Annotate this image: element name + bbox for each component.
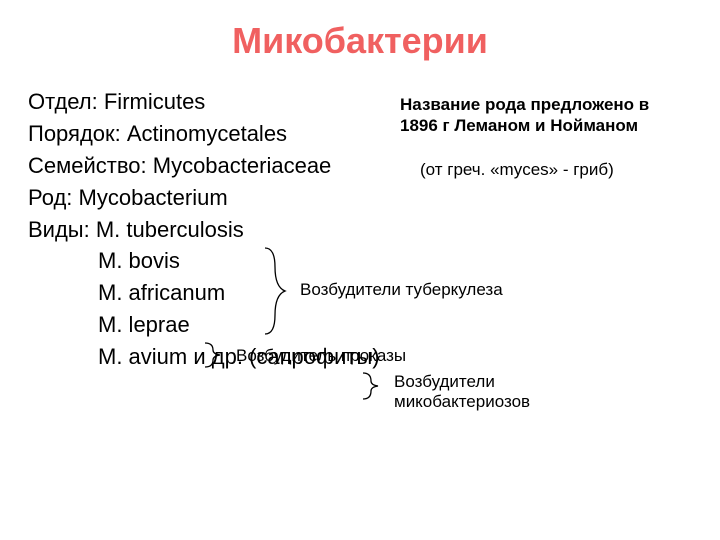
- annotation-leprosy: Возбудитель проказы: [236, 346, 406, 366]
- note-etymology: (от греч. «myces» - гриб): [420, 160, 614, 180]
- annotation-myco: Возбудители микобактериозов: [394, 372, 554, 411]
- species-bovis: M. bovis: [28, 245, 720, 277]
- taxonomy-species-first: Виды: M. tuberculosis: [28, 214, 720, 246]
- annotation-tb: Возбудители туберкулеза: [300, 280, 503, 300]
- brace-myco-icon: [358, 370, 390, 402]
- species-leprae: M. leprae: [28, 309, 720, 341]
- taxonomy-family: Семейство: Mycobacteriaceae: [28, 150, 720, 182]
- page-title: Микобактерии: [0, 0, 720, 86]
- brace-tb-icon: [260, 245, 300, 337]
- note-naming: Название рода предложено в 1896 г Лемано…: [400, 94, 690, 137]
- brace-leprosy-icon: [200, 340, 232, 370]
- taxonomy-genus: Род: Mycobacterium: [28, 182, 720, 214]
